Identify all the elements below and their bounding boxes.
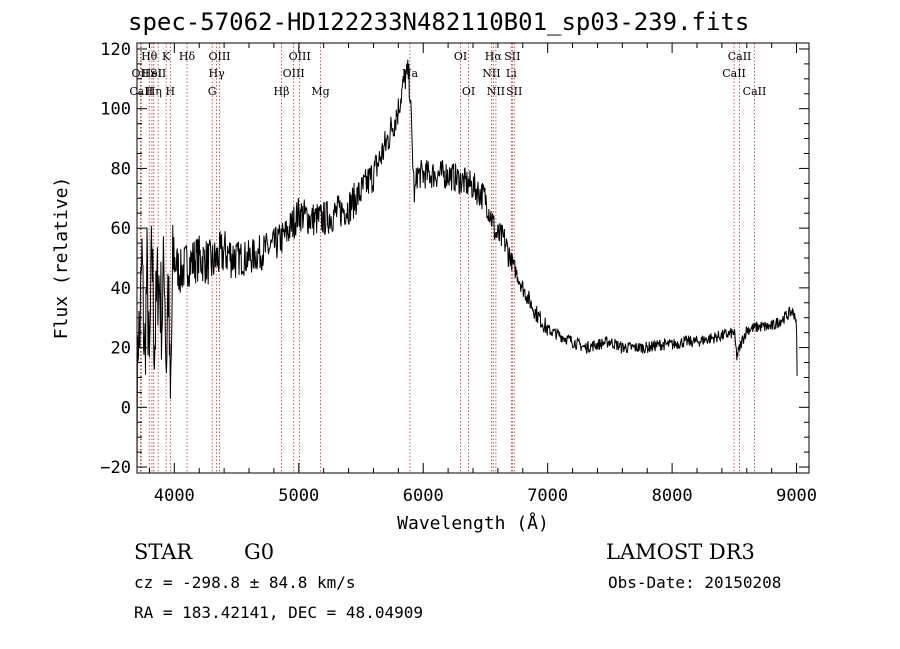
x-axis-label: Wavelength (Å) [397, 512, 549, 534]
y-tick-label: 120 [100, 40, 131, 60]
survey-name: LAMOST DR3 [606, 540, 755, 564]
spectral-line-label: OIII [289, 50, 311, 63]
spectral-line-label: OII [132, 67, 150, 80]
spectral-line-label: CaII [743, 85, 767, 98]
spectral-line-label: Hα [485, 50, 503, 63]
spectral-line-label: SII [504, 50, 520, 63]
x-tick-label: 9000 [776, 486, 817, 506]
plot-frame [136, 42, 810, 474]
spectral-line-label: Hη [146, 85, 162, 98]
spectral-line-label: Hγ [209, 67, 226, 80]
flux-series-line [136, 59, 798, 474]
y-tick-label: 0 [121, 398, 131, 418]
y-tick-label: 80 [111, 159, 131, 179]
x-tick-label: 6000 [403, 486, 444, 506]
y-tick-label: 20 [111, 339, 131, 359]
object-type: STAR [134, 540, 193, 564]
x-tick-label: 4000 [154, 486, 195, 506]
spectral-line-label: OI [454, 50, 467, 63]
x-axis-ticks: 4000 5000 6000 7000 8000 9000 [148, 43, 817, 506]
redshift-velocity: cz = -298.8 ± 84.8 km/s [134, 573, 356, 592]
spectral-line-label: OI [462, 85, 475, 98]
coordinates: RA = 183.42141, DEC = 48.04909 [134, 603, 423, 622]
object-subclass: G0 [244, 540, 275, 564]
spectral-line-label: Li [506, 67, 517, 80]
spectral-line-label: Mg [311, 85, 329, 98]
x-tick-label: 5000 [278, 486, 319, 506]
y-tick-label: 40 [111, 279, 131, 299]
y-tick-label: 100 [100, 100, 131, 120]
spectral-line-label: H [166, 85, 176, 98]
y-tick-label: 60 [111, 219, 131, 239]
spectral-line-label: SII [506, 85, 522, 98]
spectral-line-label: NII [487, 85, 505, 98]
spectral-line-label: SII [150, 67, 166, 80]
x-tick-label: 8000 [652, 486, 693, 506]
spectral-line-label: G [208, 85, 217, 98]
x-tick-label: 7000 [527, 486, 568, 506]
spectral-line-label: Hθ [141, 50, 158, 63]
y-axis-ticks: −20 0 20 40 60 80 100 120 [100, 40, 809, 478]
spectral-line-label: HeI [142, 67, 162, 80]
spectral-line-label: Hδ [179, 50, 196, 63]
chart-title: spec-57062-HD122233N482110B01_sp03-239.f… [128, 8, 750, 36]
spectral-line-label: CaII [129, 85, 153, 98]
y-tick-label: −20 [100, 458, 131, 478]
spectral-line-label: Hβ [274, 85, 290, 98]
y-axis-label: Flux (relative) [51, 177, 72, 340]
spectral-line-label: K [162, 50, 171, 63]
spectral-line-label: CaII [722, 67, 746, 80]
spectral-line-label: NII [482, 67, 500, 80]
spectral-line-label: OIII [208, 50, 230, 63]
observation-date: Obs-Date: 20150208 [608, 573, 782, 592]
spectral-line-label: CaII [728, 50, 752, 63]
spectral-line-label: OIII [283, 67, 305, 80]
